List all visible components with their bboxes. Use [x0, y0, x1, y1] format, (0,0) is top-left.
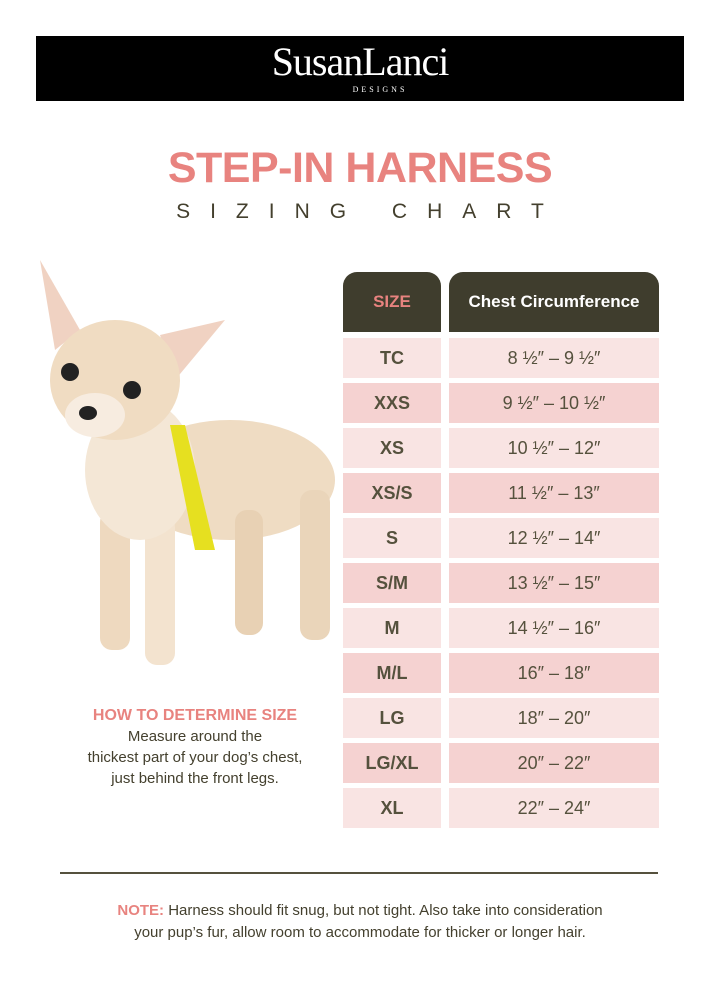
chest-cell: 22″ – 24″ [449, 788, 659, 828]
how-to-line: just behind the front legs. [111, 770, 279, 787]
divider [60, 872, 658, 874]
brand-logo-sub: DESIGNS [352, 85, 408, 94]
size-cell: XL [343, 788, 441, 828]
size-cell: XS/S [343, 473, 441, 513]
chest-cell: 12 ½″ – 14″ [449, 518, 659, 558]
header-size: SIZE [343, 272, 441, 332]
size-cell: LG/XL [343, 743, 441, 783]
how-to-section: HOW TO DETERMINE SIZE Measure around the… [40, 705, 350, 789]
size-cell: S [343, 518, 441, 558]
note-label: NOTE: [117, 902, 165, 919]
chest-cell: 11 ½″ – 13″ [449, 473, 659, 513]
header-chest: Chest Circumference [449, 272, 659, 332]
chest-cell: 8 ½″ – 9 ½″ [449, 338, 659, 378]
page-subtitle: SIZING CHART [176, 200, 564, 223]
size-cell: LG [343, 698, 441, 738]
how-to-title: HOW TO DETERMINE SIZE [92, 707, 298, 724]
size-cell: XS [343, 428, 441, 468]
size-cell: XXS [343, 383, 441, 423]
size-cell: S/M [343, 563, 441, 603]
brand-logo: SusanLanci [271, 39, 450, 84]
note: NOTE: Harness should fit snug, but not t… [0, 900, 720, 944]
size-cell: M [343, 608, 441, 648]
size-cell: TC [343, 338, 441, 378]
chest-cell: 13 ½″ – 15″ [449, 563, 659, 603]
chest-cell: 9 ½″ – 10 ½″ [449, 383, 659, 423]
chihuahua-photo [40, 260, 335, 665]
size-cell: M/L [343, 653, 441, 693]
how-to-line: thickest part of your dog’s chest, [87, 749, 303, 766]
how-to-line: Measure around the [127, 728, 263, 745]
note-text: Harness should fit snug, but not tight. … [164, 902, 603, 919]
brand-banner: SusanLanci DESIGNS [36, 36, 684, 101]
chest-cell: 16″ – 18″ [449, 653, 659, 693]
chest-cell: 14 ½″ – 16″ [449, 608, 659, 648]
note-text: your pup’s fur, allow room to accommodat… [134, 924, 586, 941]
chest-cell: 20″ – 22″ [449, 743, 659, 783]
chest-cell: 18″ – 20″ [449, 698, 659, 738]
page-title: STEP-IN HARNESS [167, 144, 553, 192]
chest-cell: 10 ½″ – 12″ [449, 428, 659, 468]
